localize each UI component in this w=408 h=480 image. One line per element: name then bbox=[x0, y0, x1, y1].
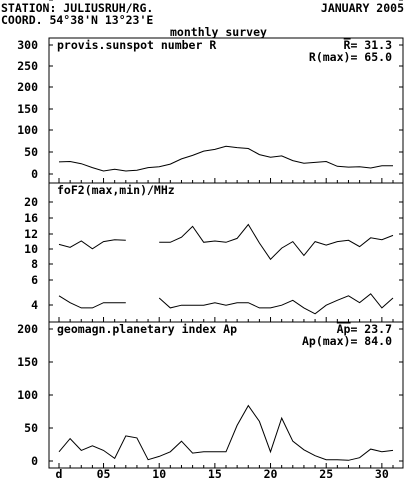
series-line-1 bbox=[58, 239, 126, 250]
survey-label: monthly survey bbox=[170, 25, 267, 39]
series-line-1 bbox=[58, 145, 393, 172]
panel-title: geomagn.planetary index Ap bbox=[57, 322, 237, 336]
x-tick-label: 05 bbox=[97, 467, 111, 480]
y-tick-label: 20 bbox=[24, 195, 38, 209]
stat-label: R(max)= 65.0 bbox=[309, 50, 392, 64]
y-tick-label: 8 bbox=[31, 257, 38, 271]
y-tick-label: 6 bbox=[31, 273, 38, 287]
month-label: JANUARY 2005 bbox=[320, 1, 404, 15]
y-tick-label: 50 bbox=[24, 145, 38, 159]
stat-label: Ap= 23.7 bbox=[337, 322, 392, 336]
x-tick-label: 30 bbox=[375, 467, 389, 480]
stat-label: R= 31.3 bbox=[344, 38, 393, 52]
panel-title: foF2(max,min)/MHz bbox=[57, 183, 175, 197]
x-tick-label: d bbox=[56, 467, 63, 480]
panel-title: provis.sunspot number R bbox=[57, 38, 216, 52]
y-tick-label: 150 bbox=[17, 355, 38, 369]
y-tick-label: 250 bbox=[17, 59, 38, 73]
station-label: STATION: JULIUSRUH/RG. bbox=[1, 1, 154, 15]
y-tick-label: 100 bbox=[17, 123, 38, 137]
y-tick-label: 0 bbox=[31, 167, 38, 181]
y-tick-label: 150 bbox=[17, 102, 38, 116]
y-tick-label: 10 bbox=[24, 242, 38, 256]
stat-label: Ap(max)= 84.0 bbox=[302, 334, 392, 348]
x-tick-label: 15 bbox=[208, 467, 222, 480]
series-line-2 bbox=[158, 293, 394, 315]
y-tick-label: 16 bbox=[24, 211, 38, 225]
x-tick-label: 20 bbox=[264, 467, 278, 480]
y-tick-label: 2 bbox=[31, 0, 38, 3]
y-tick-label: 4 bbox=[31, 298, 38, 312]
y-tick-label: 0 bbox=[31, 454, 38, 468]
series-line-1 bbox=[159, 223, 394, 261]
x-tick-label: 10 bbox=[152, 467, 166, 480]
y-tick-label: 50 bbox=[24, 421, 38, 435]
plot-frame bbox=[48, 182, 404, 323]
y-tick-label: 100 bbox=[17, 388, 38, 402]
y-tick-label: 200 bbox=[17, 322, 38, 336]
series-line-2 bbox=[58, 295, 126, 309]
y-tick-label: 12 bbox=[24, 227, 38, 241]
chart-panel-1: 300 250 200 150 100 50 0 provis.sunspot number … bbox=[17, 37, 404, 184]
chart-panel-3: 200 150 100 50 0 geomagn.planetary index Ap Ap… bbox=[17, 321, 404, 469]
coordinates-label: COORD. 54°38'N 13°23'E bbox=[1, 13, 154, 27]
x-tick-label: 25 bbox=[319, 467, 333, 480]
y-tick-label: 300 bbox=[17, 38, 38, 52]
y-tick-label: 200 bbox=[17, 80, 38, 94]
series-line-1 bbox=[58, 404, 394, 461]
